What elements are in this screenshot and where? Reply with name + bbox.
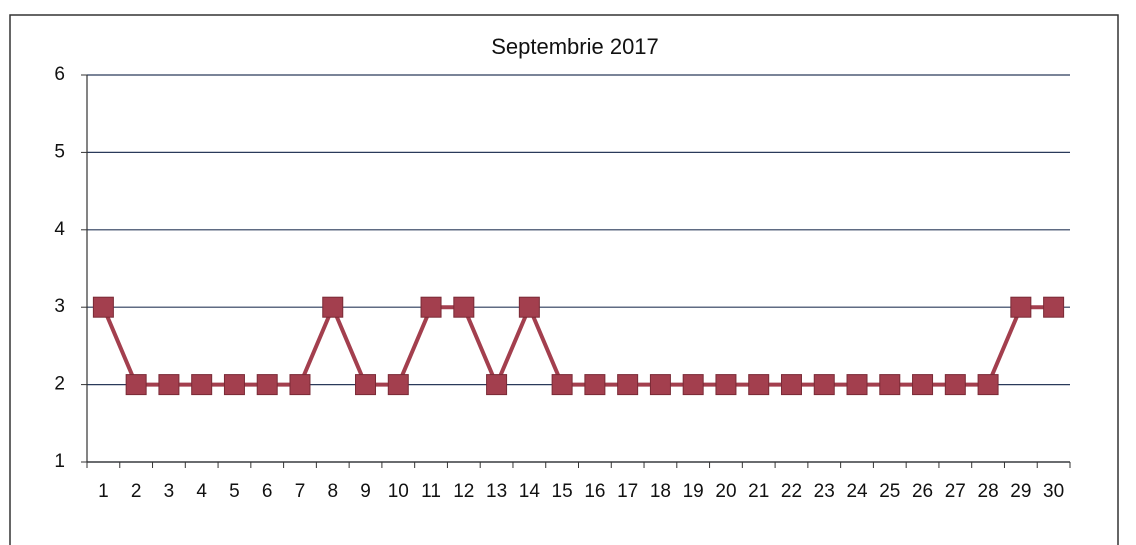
y-tick-label: 4 [54, 219, 65, 240]
marker [420, 296, 442, 318]
x-tick-label: 19 [683, 481, 704, 502]
x-tick-label: 30 [1043, 481, 1064, 502]
y-tick-label: 3 [54, 296, 65, 317]
marker [551, 374, 573, 396]
x-tick-label: 29 [1010, 481, 1031, 502]
x-tick-label: 11 [421, 481, 441, 502]
x-tick-label: 23 [814, 481, 835, 502]
x-tick-label: 4 [196, 481, 207, 502]
x-tick-label: 8 [327, 481, 338, 502]
marker [715, 374, 737, 396]
marker [748, 374, 770, 396]
x-tick-label: 5 [229, 481, 240, 502]
marker [125, 374, 147, 396]
x-tick-label: 26 [912, 481, 933, 502]
x-tick-label: 17 [617, 481, 638, 502]
x-tick-label: 25 [879, 481, 900, 502]
x-tick-label: 13 [486, 481, 507, 502]
chart-frame [9, 14, 1119, 545]
marker [879, 374, 901, 396]
x-tick-label: 28 [978, 481, 999, 502]
y-tick-label: 1 [54, 451, 65, 472]
marker [289, 374, 311, 396]
x-tick-label: 2 [131, 481, 142, 502]
marker [355, 374, 377, 396]
marker [649, 374, 671, 396]
marker [977, 374, 999, 396]
marker [92, 296, 114, 318]
marker [912, 374, 934, 396]
x-tick-label: 9 [360, 481, 371, 502]
y-tick-label: 5 [54, 141, 65, 162]
marker [1010, 296, 1032, 318]
marker [158, 374, 180, 396]
x-tick-label: 24 [846, 481, 868, 502]
x-tick-label: 7 [295, 481, 306, 502]
marker [387, 374, 409, 396]
x-tick-label: 6 [262, 481, 273, 502]
x-tick-label: 20 [715, 481, 736, 502]
x-tick-label: 22 [781, 481, 802, 502]
marker [617, 374, 639, 396]
x-tick-label: 3 [164, 481, 175, 502]
marker [682, 374, 704, 396]
x-tick-label: 16 [584, 481, 605, 502]
y-tick-label: 6 [54, 64, 65, 85]
marker [584, 374, 606, 396]
marker [256, 374, 278, 396]
x-tick-label: 10 [388, 481, 409, 502]
marker [486, 374, 508, 396]
x-tick-label: 14 [519, 481, 541, 502]
x-tick-label: 12 [453, 481, 474, 502]
x-tick-label: 1 [98, 481, 109, 502]
marker [846, 374, 868, 396]
marker [322, 296, 344, 318]
x-tick-label: 18 [650, 481, 671, 502]
marker [944, 374, 966, 396]
x-tick-label: 15 [552, 481, 573, 502]
marker [453, 296, 475, 318]
x-tick-label: 21 [748, 481, 769, 502]
marker [780, 374, 802, 396]
marker [191, 374, 213, 396]
x-tick-label: 27 [945, 481, 966, 502]
marker [813, 374, 835, 396]
marker [518, 296, 540, 318]
marker [1043, 296, 1065, 318]
marker [223, 374, 245, 396]
y-tick-label: 2 [54, 374, 65, 395]
chart-title: Septembrie 2017 [491, 34, 659, 59]
